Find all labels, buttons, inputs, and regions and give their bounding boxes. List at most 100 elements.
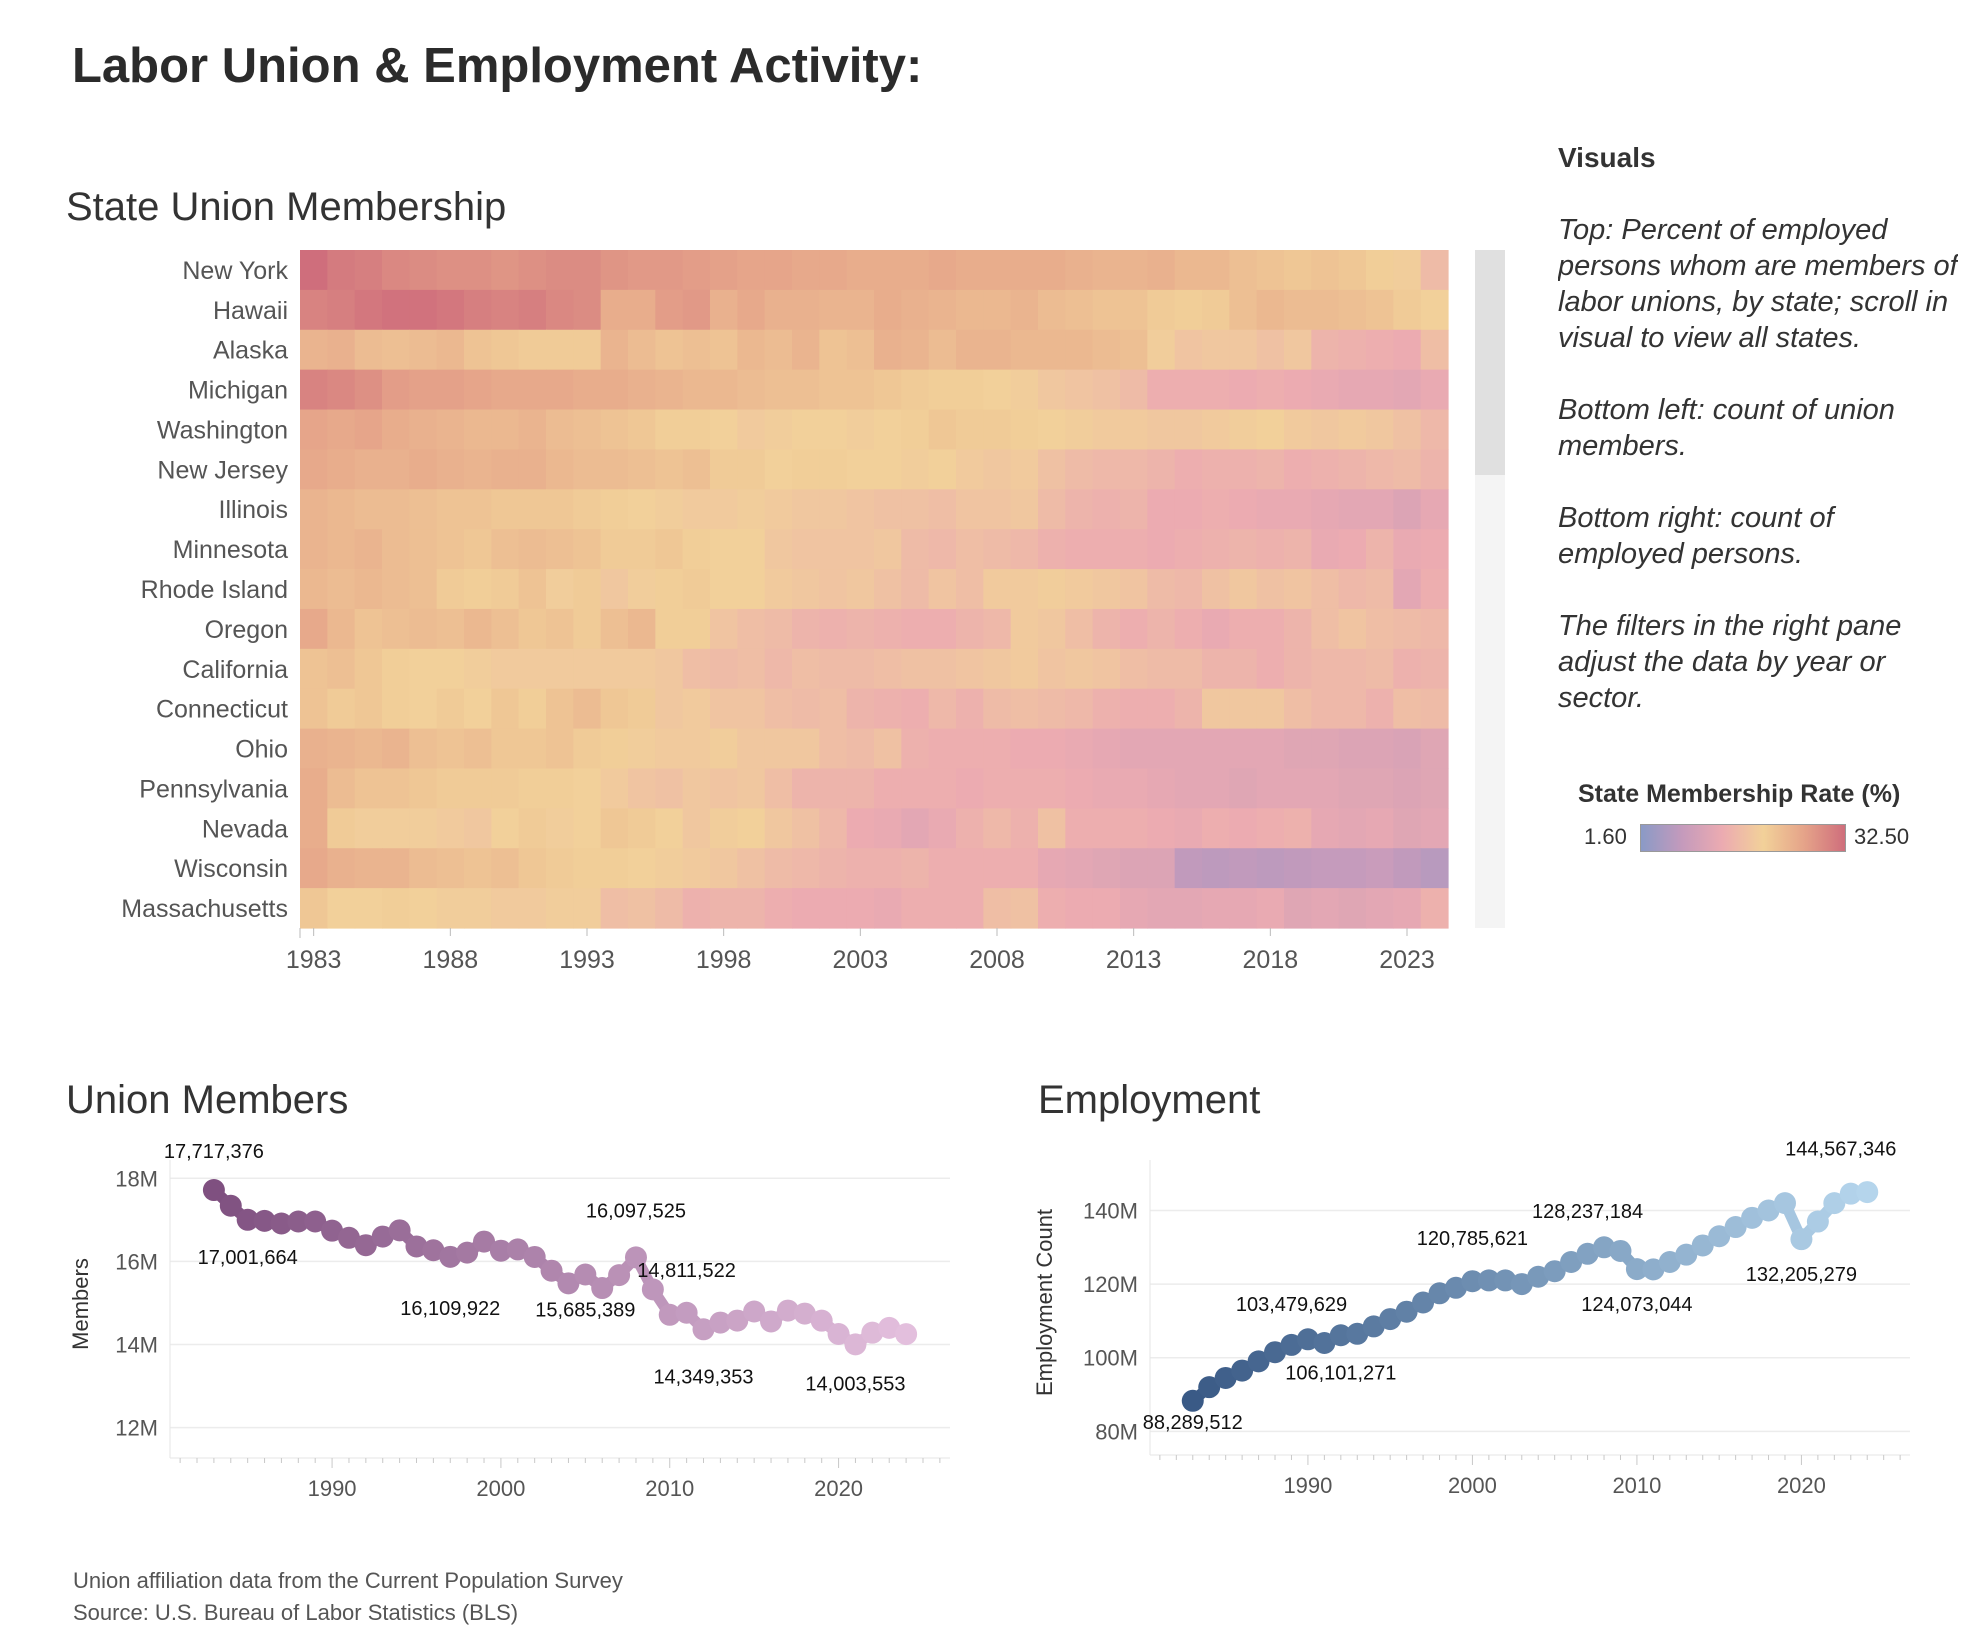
heatmap-cell — [1393, 569, 1422, 610]
heatmap-cell — [1284, 369, 1312, 411]
heatmap-cell — [1147, 369, 1176, 411]
heatmap-cell — [1065, 648, 1094, 690]
heatmap-cell — [354, 569, 383, 610]
heatmap-cell — [792, 888, 820, 929]
heatmap-cell — [1284, 688, 1312, 730]
heatmap-cell — [1256, 848, 1285, 889]
heatmap-cell — [792, 409, 820, 451]
heatmap-cell — [300, 449, 328, 490]
heatmap-cell — [409, 529, 438, 570]
info-scroll-area[interactable]: Top: Percent of employed persons whom ar… — [1558, 212, 1958, 808]
heatmap-cell — [1065, 888, 1094, 929]
heatmap-cell — [1120, 409, 1148, 451]
heatmap-cell — [874, 409, 902, 451]
state-label: Pennsylvania — [139, 775, 288, 803]
data-point — [1296, 1328, 1319, 1351]
heatmap-cell — [928, 250, 957, 291]
info-body: Top: Percent of employed persons whom ar… — [1558, 212, 1958, 716]
heatmap-cell — [655, 289, 684, 331]
heatmap-cell — [1065, 250, 1094, 291]
heatmap-cell — [300, 529, 328, 570]
heatmap-cell — [1147, 409, 1176, 451]
heatmap-cell — [819, 768, 848, 809]
heatmap-cell — [1311, 728, 1340, 770]
heatmap-cell — [1311, 449, 1340, 490]
heatmap-cell — [1010, 250, 1039, 291]
footer-line: Union affiliation data from the Current … — [73, 1568, 623, 1593]
heatmap-cell — [1393, 369, 1422, 411]
heatmap-cell — [327, 888, 356, 929]
data-point — [1461, 1270, 1484, 1293]
heatmap-cell — [518, 808, 547, 849]
heatmap-cell — [409, 808, 438, 849]
heatmap-cell — [573, 329, 602, 371]
heatmap-cell — [1256, 449, 1285, 490]
heatmap-cell — [628, 529, 656, 570]
data-point — [1379, 1308, 1402, 1331]
heatmap-cell — [491, 529, 520, 570]
heatmap-cell — [518, 848, 547, 889]
heatmap-cell — [901, 409, 930, 451]
heatmap-cell — [1229, 688, 1258, 730]
heatmap-cell — [764, 808, 793, 849]
heatmap-cell — [1366, 768, 1394, 809]
heatmap-cell — [737, 608, 766, 650]
heatmap-cell — [764, 728, 793, 770]
data-point — [202, 1179, 225, 1202]
data-point — [1708, 1225, 1731, 1248]
heatmap-cell — [710, 768, 738, 809]
heatmap-cell — [1311, 409, 1340, 451]
heatmap-cell — [573, 569, 602, 610]
heatmap-cell — [682, 250, 711, 291]
heatmap-cell — [682, 648, 711, 690]
heatmap-cell — [1120, 608, 1148, 650]
state-label: Massachusetts — [121, 895, 288, 923]
heatmap-cell — [1311, 808, 1340, 849]
heatmap-cell — [518, 608, 547, 650]
heatmap-cell — [1311, 648, 1340, 690]
heatmap-cell — [1174, 329, 1203, 371]
data-point — [337, 1226, 360, 1249]
heatmap-cell — [1420, 808, 1449, 849]
heatmap-cell — [874, 888, 902, 929]
heatmap-cell — [928, 808, 957, 849]
heatmap-cell — [464, 449, 492, 490]
heatmap-cell — [1038, 888, 1066, 929]
heatmap-cell — [600, 728, 629, 770]
union-members-chart[interactable]: 12M 14M 16M 18M 1990 2000 2010 2020 Members 17,71… — [60, 1130, 970, 1510]
y-tick-label: 80M — [1095, 1419, 1138, 1444]
heatmap-cell — [300, 728, 328, 770]
heatmap-cell — [1120, 289, 1148, 331]
heatmap-cell — [901, 529, 930, 570]
data-point — [591, 1277, 614, 1300]
heatmap-cell — [409, 329, 438, 371]
heatmap-cell — [901, 688, 930, 730]
heatmap-cell — [792, 648, 820, 690]
data-point — [1395, 1300, 1418, 1323]
heatmap-scrollbar-thumb[interactable] — [1475, 250, 1505, 475]
heatmap-cell — [327, 848, 356, 889]
heatmap-cell — [1366, 489, 1394, 530]
heatmap-cell — [1256, 808, 1285, 849]
heatmap-cell — [382, 848, 410, 889]
data-point — [557, 1272, 580, 1295]
heatmap-cell — [710, 409, 738, 451]
heatmap-cell — [901, 888, 930, 929]
heatmap-cell — [354, 489, 383, 530]
heatmap-cell — [846, 608, 875, 650]
heatmap-cell — [436, 329, 465, 371]
heatmap-cell — [1256, 529, 1285, 570]
state-membership-heatmap[interactable]: New York Hawaii Alaska Michigan Washington Ne… — [0, 240, 1480, 1000]
heatmap-cell — [928, 489, 957, 530]
heatmap-cell — [682, 449, 711, 490]
heatmap-cell — [600, 329, 629, 371]
heatmap-cell — [1010, 648, 1039, 690]
heatmap-cell — [710, 489, 738, 530]
data-label: 16,109,922 — [400, 1298, 500, 1320]
heatmap-cell — [327, 529, 356, 570]
data-point — [1346, 1322, 1369, 1345]
employment-chart[interactable]: 80M 100M 120M 140M 1990 2000 2010 2020 Employmen… — [1030, 1130, 1950, 1510]
heatmap-cell — [1065, 529, 1094, 570]
heatmap-cell — [436, 728, 465, 770]
heatmap-cell — [901, 369, 930, 411]
